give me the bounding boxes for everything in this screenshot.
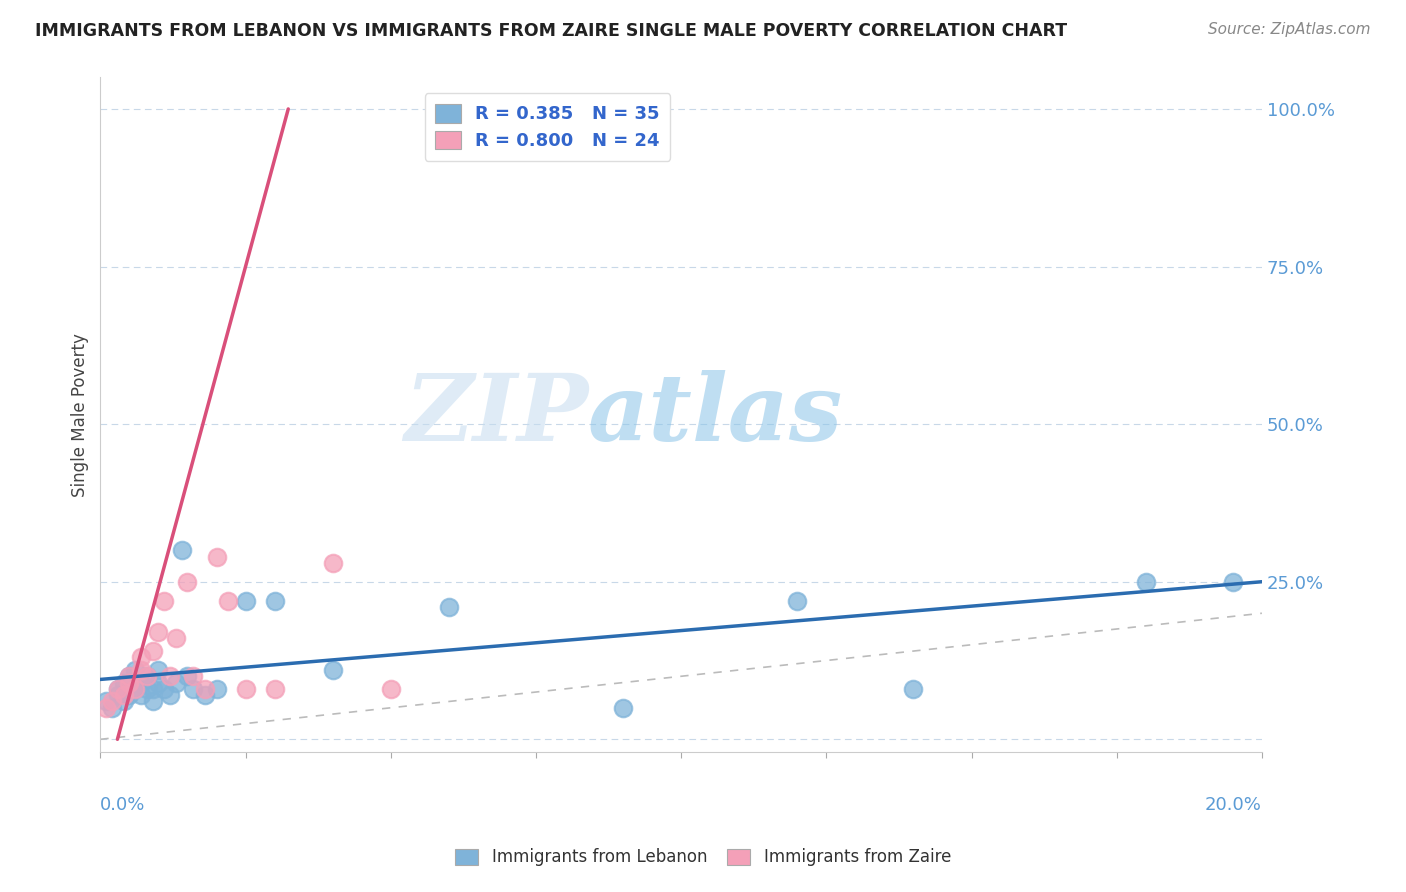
- Point: [205, 681, 228, 696]
- Point: [101, 700, 124, 714]
- Legend: Immigrants from Lebanon, Immigrants from Zaire: Immigrants from Lebanon, Immigrants from…: [449, 842, 957, 873]
- Point: [612, 700, 634, 714]
- Point: [263, 681, 285, 696]
- Point: [129, 663, 152, 677]
- Point: [129, 650, 152, 665]
- Text: 20.0%: 20.0%: [1205, 796, 1263, 814]
- Point: [101, 694, 124, 708]
- Point: [217, 593, 239, 607]
- Point: [135, 681, 157, 696]
- Point: [194, 688, 217, 702]
- Point: [142, 681, 165, 696]
- Point: [96, 694, 118, 708]
- Point: [159, 688, 181, 702]
- Point: [165, 675, 187, 690]
- Text: IMMIGRANTS FROM LEBANON VS IMMIGRANTS FROM ZAIRE SINGLE MALE POVERTY CORRELATION: IMMIGRANTS FROM LEBANON VS IMMIGRANTS FR…: [35, 22, 1067, 40]
- Point: [135, 669, 157, 683]
- Point: [124, 663, 146, 677]
- Point: [112, 694, 135, 708]
- Point: [96, 700, 118, 714]
- Point: [112, 688, 135, 702]
- Point: [118, 675, 141, 690]
- Point: [148, 675, 170, 690]
- Point: [129, 688, 152, 702]
- Point: [148, 663, 170, 677]
- Text: Source: ZipAtlas.com: Source: ZipAtlas.com: [1208, 22, 1371, 37]
- Point: [107, 688, 129, 702]
- Point: [118, 669, 141, 683]
- Point: [181, 681, 204, 696]
- Point: [159, 669, 181, 683]
- Point: [107, 681, 129, 696]
- Point: [322, 663, 344, 677]
- Point: [437, 599, 460, 614]
- Point: [1222, 574, 1244, 589]
- Point: [153, 593, 176, 607]
- Point: [205, 549, 228, 564]
- Point: [153, 681, 176, 696]
- Point: [194, 681, 217, 696]
- Point: [124, 681, 146, 696]
- Point: [235, 681, 257, 696]
- Point: [124, 681, 146, 696]
- Point: [142, 644, 165, 658]
- Point: [129, 675, 152, 690]
- Text: ZIP: ZIP: [404, 369, 588, 459]
- Y-axis label: Single Male Poverty: Single Male Poverty: [72, 333, 89, 497]
- Text: atlas: atlas: [588, 369, 844, 459]
- Point: [903, 681, 925, 696]
- Point: [165, 632, 187, 646]
- Legend: R = 0.385   N = 35, R = 0.800   N = 24: R = 0.385 N = 35, R = 0.800 N = 24: [425, 93, 671, 161]
- Point: [235, 593, 257, 607]
- Point: [135, 669, 157, 683]
- Text: 0.0%: 0.0%: [100, 796, 146, 814]
- Point: [1135, 574, 1157, 589]
- Point: [148, 625, 170, 640]
- Point: [118, 688, 141, 702]
- Point: [181, 669, 204, 683]
- Point: [170, 543, 193, 558]
- Point: [176, 574, 198, 589]
- Point: [380, 681, 402, 696]
- Point: [112, 675, 135, 690]
- Point: [118, 669, 141, 683]
- Point: [107, 681, 129, 696]
- Point: [263, 593, 285, 607]
- Point: [142, 694, 165, 708]
- Point: [322, 556, 344, 570]
- Point: [786, 593, 808, 607]
- Point: [176, 669, 198, 683]
